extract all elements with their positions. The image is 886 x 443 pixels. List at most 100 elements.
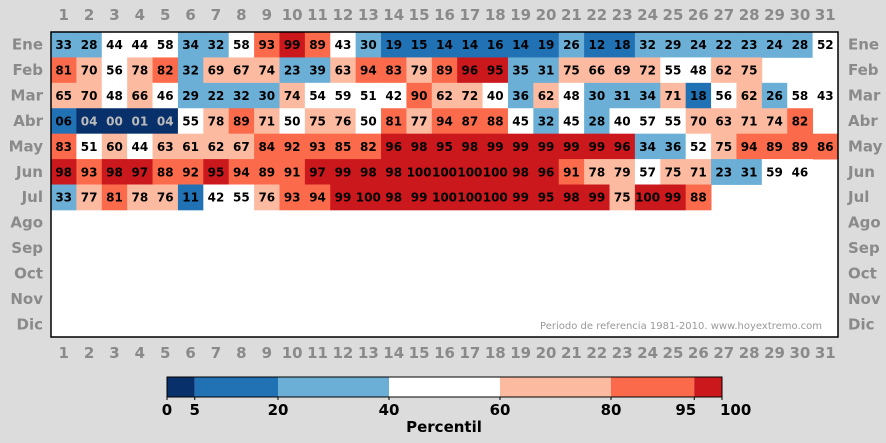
heatmap-cell — [736, 57, 763, 84]
heatmap-cell — [304, 108, 331, 135]
x-tick-label-top: 5 — [160, 6, 170, 24]
heatmap-cell — [381, 57, 407, 84]
cell-value-label: 52 — [817, 38, 834, 52]
reference-period-note: Periodo de referencia 1981-2010. www.hoy… — [540, 321, 822, 332]
heatmap-cell — [254, 159, 280, 185]
heatmap-cell — [761, 133, 788, 160]
cell-value-label: 74 — [284, 89, 301, 103]
x-tick-label-top: 8 — [236, 6, 246, 24]
cell-value-label: 32 — [182, 64, 199, 78]
cell-value-label: 58 — [157, 38, 174, 52]
x-tick-label-bottom: 31 — [815, 344, 836, 362]
cell-value-label: 43 — [817, 89, 834, 103]
heatmap-cell — [533, 32, 560, 58]
heatmap-cell — [381, 133, 407, 160]
colorbar-segment — [500, 377, 611, 397]
heatmap-cell — [685, 108, 712, 135]
heatmap-cell — [177, 159, 204, 185]
heatmap-cell — [279, 159, 306, 185]
cell-value-label: 72 — [462, 89, 479, 103]
cell-value-label: 45 — [512, 114, 529, 128]
cell-value-label: 98 — [385, 191, 402, 205]
heatmap-cell — [228, 159, 255, 185]
cell-value-label: 01 — [132, 114, 149, 128]
y-tick-label-left: Mar — [11, 87, 44, 105]
cell-value-label: 70 — [690, 114, 707, 128]
cell-value-label: 50 — [360, 114, 377, 128]
cell-value-label: 62 — [741, 89, 758, 103]
cell-value-label: 31 — [741, 165, 758, 179]
colorbar-tick-label: 80 — [601, 401, 622, 419]
cell-value-label: 55 — [182, 114, 199, 128]
heatmap-cell — [254, 184, 280, 211]
x-tick-label-top: 12 — [333, 6, 354, 24]
cell-value-label: 56 — [106, 64, 123, 78]
cell-value-label: 95 — [436, 140, 453, 154]
cell-value-label: 93 — [81, 165, 98, 179]
cell-value-label: 96 — [462, 64, 479, 78]
cell-value-label: 69 — [614, 64, 631, 78]
x-tick-label-top: 24 — [637, 6, 658, 24]
y-tick-label-left: Feb — [12, 61, 43, 79]
cell-value-label: 93 — [284, 191, 301, 205]
cell-value-label: 57 — [639, 114, 656, 128]
heatmap-cell — [482, 32, 509, 58]
cell-value-label: 96 — [538, 165, 555, 179]
cell-value-label: 14 — [462, 38, 479, 52]
heatmap-cell — [457, 82, 483, 109]
y-tick-label-right: Abr — [848, 112, 878, 130]
cell-value-label: 81 — [385, 114, 402, 128]
x-tick-label-top: 17 — [459, 6, 480, 24]
heatmap-cell — [51, 133, 77, 160]
x-tick-label-top: 2 — [84, 6, 94, 24]
x-tick-label-bottom: 26 — [688, 344, 709, 362]
cell-value-label: 78 — [208, 114, 225, 128]
heatmap-cell — [584, 82, 610, 109]
heatmap-cell — [482, 82, 509, 109]
heatmap-cell — [431, 82, 458, 109]
cell-value-label: 94 — [436, 114, 453, 128]
heatmap-cell — [127, 82, 153, 109]
heatmap-cell — [279, 133, 306, 160]
heatmap-cell — [152, 57, 179, 84]
heatmap-cell — [330, 159, 357, 185]
cell-value-label: 100 — [457, 191, 482, 205]
x-tick-label-top: 1 — [58, 6, 68, 24]
cell-value-label: 96 — [385, 140, 402, 154]
heatmap-cell — [482, 133, 509, 160]
cell-value-label: 78 — [132, 64, 149, 78]
x-tick-label-top: 6 — [185, 6, 195, 24]
cell-value-label: 75 — [715, 140, 732, 154]
heatmap-cell — [609, 159, 636, 185]
heatmap-cell — [76, 32, 103, 58]
cell-value-label: 100 — [635, 191, 660, 205]
heatmap-cell — [609, 57, 636, 84]
x-tick-label-bottom: 2 — [84, 344, 94, 362]
heatmap-cell — [279, 184, 306, 211]
cell-value-label: 89 — [233, 114, 250, 128]
heatmap-cell — [660, 108, 687, 135]
x-tick-label-bottom: 20 — [536, 344, 557, 362]
cell-value-label: 33 — [55, 191, 72, 205]
heatmap-cell — [584, 133, 610, 160]
heatmap-cell — [127, 133, 153, 160]
colorbar-tick-label: 60 — [490, 401, 511, 419]
heatmap-cell — [482, 184, 509, 211]
cell-value-label: 51 — [81, 140, 98, 154]
cell-value-label: 31 — [614, 89, 631, 103]
heatmap-cell — [177, 133, 204, 160]
cell-value-label: 75 — [665, 165, 682, 179]
heatmap-cell — [533, 159, 560, 185]
cell-value-label: 48 — [563, 89, 580, 103]
heatmap-cell — [381, 32, 407, 58]
cell-value-label: 99 — [411, 191, 428, 205]
heatmap-cell — [51, 82, 77, 109]
heatmap-cell — [330, 133, 357, 160]
cell-value-label: 98 — [55, 165, 72, 179]
cell-value-label: 56 — [715, 89, 732, 103]
colorbar-tick-label: 5 — [190, 401, 200, 419]
cell-value-label: 94 — [309, 191, 326, 205]
cell-value-label: 94 — [360, 64, 377, 78]
cell-value-label: 89 — [258, 165, 275, 179]
heatmap-cell — [355, 108, 382, 135]
